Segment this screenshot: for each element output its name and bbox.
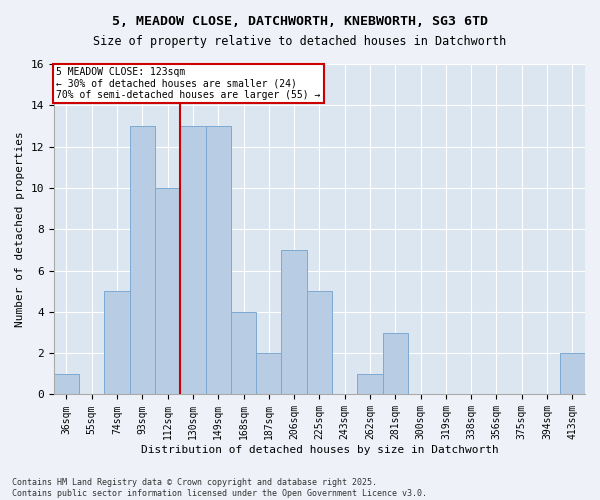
Bar <box>180 126 206 394</box>
Bar <box>256 353 281 395</box>
Bar <box>104 291 130 395</box>
Bar <box>307 291 332 395</box>
Bar <box>206 126 231 394</box>
Text: 5, MEADOW CLOSE, DATCHWORTH, KNEBWORTH, SG3 6TD: 5, MEADOW CLOSE, DATCHWORTH, KNEBWORTH, … <box>112 15 488 28</box>
Text: Size of property relative to detached houses in Datchworth: Size of property relative to detached ho… <box>94 35 506 48</box>
Bar <box>281 250 307 394</box>
Bar <box>358 374 383 394</box>
Y-axis label: Number of detached properties: Number of detached properties <box>15 132 25 327</box>
Bar <box>231 312 256 394</box>
Text: Contains HM Land Registry data © Crown copyright and database right 2025.
Contai: Contains HM Land Registry data © Crown c… <box>12 478 427 498</box>
Bar <box>155 188 180 394</box>
Bar <box>130 126 155 394</box>
Bar <box>560 353 585 395</box>
Bar <box>54 374 79 394</box>
Text: 5 MEADOW CLOSE: 123sqm
← 30% of detached houses are smaller (24)
70% of semi-det: 5 MEADOW CLOSE: 123sqm ← 30% of detached… <box>56 67 320 100</box>
X-axis label: Distribution of detached houses by size in Datchworth: Distribution of detached houses by size … <box>140 445 498 455</box>
Bar <box>383 332 408 394</box>
